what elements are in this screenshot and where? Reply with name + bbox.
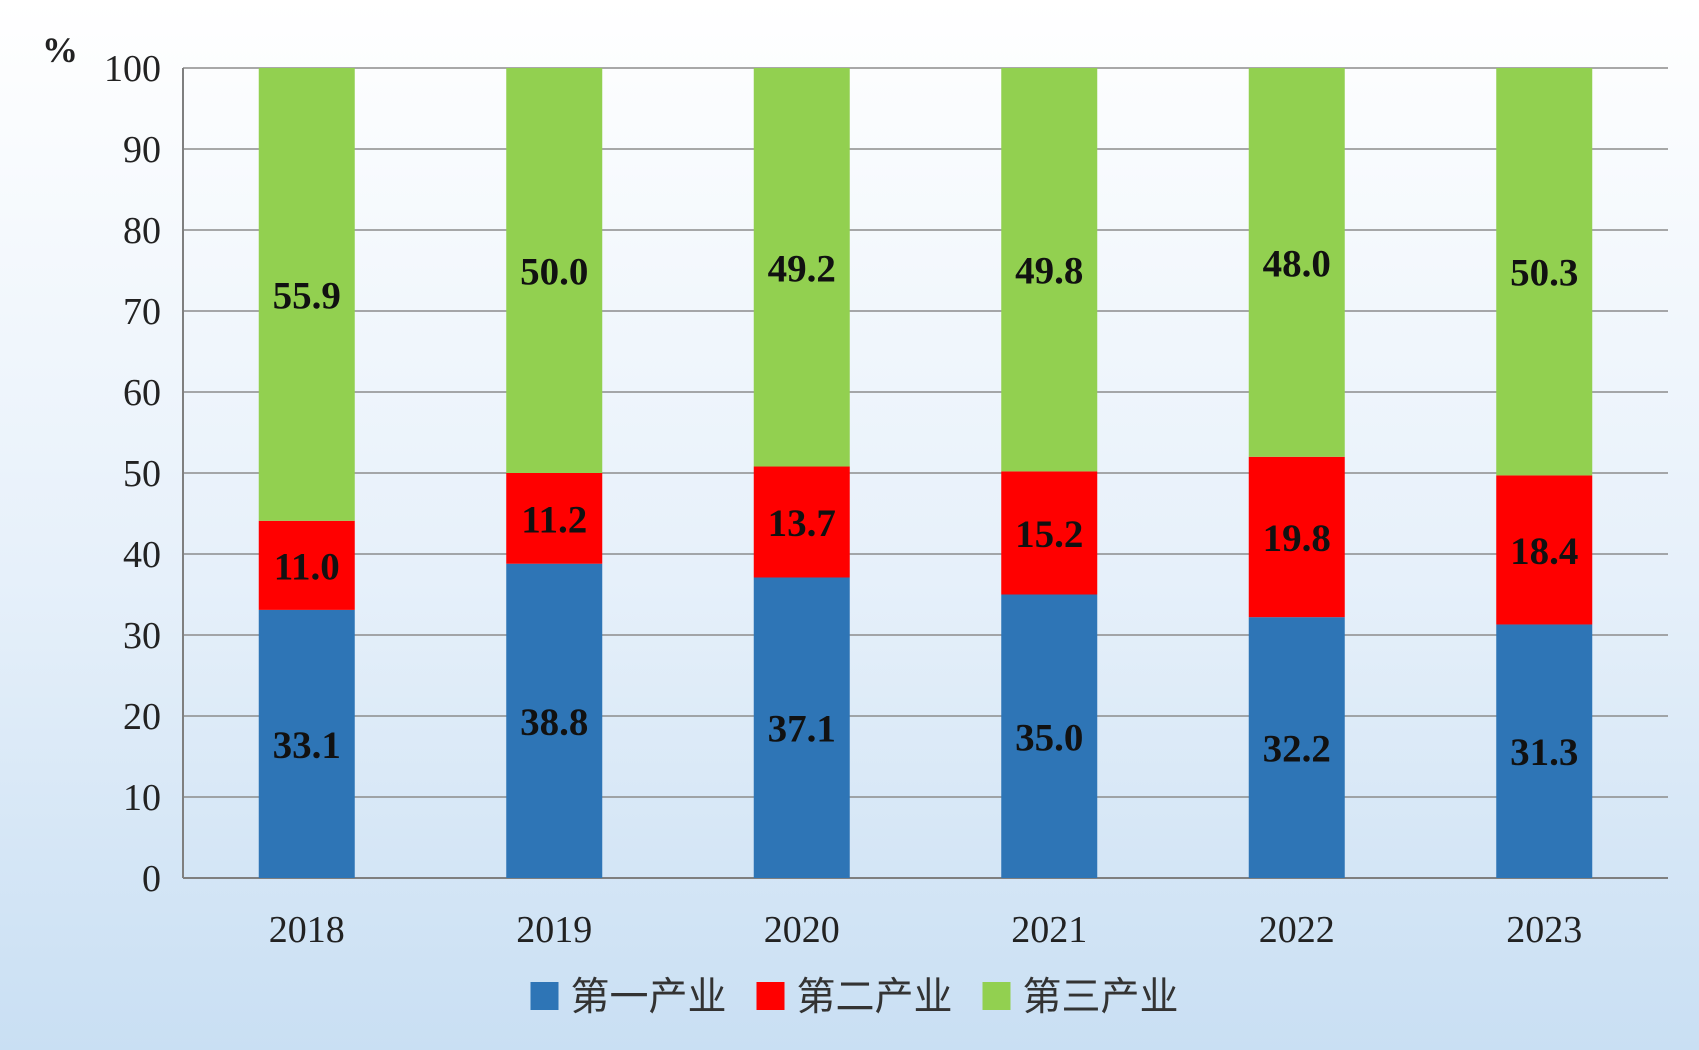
bar-segment-2 xyxy=(506,473,603,564)
data-label: 48.0 xyxy=(1263,242,1331,285)
x-axis: 2018 2019 2020 2021 2022 2023 xyxy=(269,909,1583,951)
legend-swatch xyxy=(982,982,1011,1010)
bar-segment-3 xyxy=(753,68,850,467)
y-tick-label: 90 xyxy=(123,129,161,171)
y-tick-label: 70 xyxy=(123,291,161,333)
bar-segment-3 xyxy=(258,68,355,521)
data-labels: 33.1 11.0 55.9 38.8 11.2 50.0 37.1 13.7 49.2 35.0… xyxy=(273,242,1579,774)
y-tick-label: 30 xyxy=(123,615,161,657)
data-label: 13.7 xyxy=(768,502,836,545)
y-tick-label: 20 xyxy=(123,696,161,738)
data-label: 32.2 xyxy=(1263,728,1331,771)
bar-segment-3 xyxy=(1496,68,1593,476)
bar-segment-1 xyxy=(1496,624,1593,878)
bar-segment-2 xyxy=(753,466,850,578)
y-tick-label: 60 xyxy=(123,372,161,414)
y-tick-label: 40 xyxy=(123,534,161,576)
gridlines xyxy=(183,67,1668,879)
data-label: 11.0 xyxy=(274,545,340,588)
x-tick-label: 2022 xyxy=(1259,909,1335,951)
bar-segment-3 xyxy=(1248,68,1345,457)
data-label: 49.2 xyxy=(768,247,836,290)
data-label: 31.3 xyxy=(1510,731,1578,774)
bar-segment-2 xyxy=(1001,471,1098,595)
data-label: 49.8 xyxy=(1015,250,1083,293)
x-tick-label: 2021 xyxy=(1011,909,1087,951)
bar-segment-2 xyxy=(1248,456,1345,618)
bar-segment-2 xyxy=(1496,475,1593,625)
bar-segment-1 xyxy=(753,577,850,878)
x-tick-label: 2018 xyxy=(269,909,345,951)
bar-segment-3 xyxy=(506,68,603,473)
data-label: 55.9 xyxy=(273,274,341,317)
bar-segment-3 xyxy=(1001,68,1098,472)
x-tick-label: 2019 xyxy=(516,909,592,951)
bars xyxy=(258,68,1593,878)
legend-swatch xyxy=(756,982,785,1010)
data-label: 50.3 xyxy=(1510,252,1578,295)
bar-segment-1 xyxy=(1248,617,1345,878)
legend-swatch xyxy=(530,982,559,1010)
data-label: 19.8 xyxy=(1263,517,1331,560)
bar-segment-2 xyxy=(258,520,355,610)
data-label: 18.4 xyxy=(1510,530,1578,573)
legend-label: 第一产业 xyxy=(571,975,727,1020)
y-tick-label: 100 xyxy=(104,48,161,90)
legend: 第一产业 第二产业 第三产业 xyxy=(530,975,1179,1020)
data-label: 37.1 xyxy=(768,708,836,751)
legend-label: 第三产业 xyxy=(1023,975,1179,1020)
data-label: 33.1 xyxy=(273,724,341,767)
x-tick-label: 2020 xyxy=(764,909,840,951)
x-tick-label: 2023 xyxy=(1506,909,1582,951)
y-unit-label: % xyxy=(42,30,78,70)
data-label: 38.8 xyxy=(520,701,588,744)
data-label: 11.2 xyxy=(521,498,587,541)
y-tick-label: 0 xyxy=(142,858,161,900)
data-label: 15.2 xyxy=(1015,513,1083,556)
y-axis: 0 10 20 30 40 50 60 70 80 90 100 xyxy=(104,48,184,900)
y-tick-label: 10 xyxy=(123,777,161,819)
legend-label: 第二产业 xyxy=(797,975,953,1020)
y-tick-label: 80 xyxy=(123,210,161,252)
bar-segment-1 xyxy=(506,563,603,878)
bar-segment-1 xyxy=(258,609,355,878)
bar-segment-1 xyxy=(1001,594,1098,878)
y-tick-label: 50 xyxy=(123,453,161,495)
data-label: 50.0 xyxy=(520,251,588,294)
data-label: 35.0 xyxy=(1015,716,1083,759)
